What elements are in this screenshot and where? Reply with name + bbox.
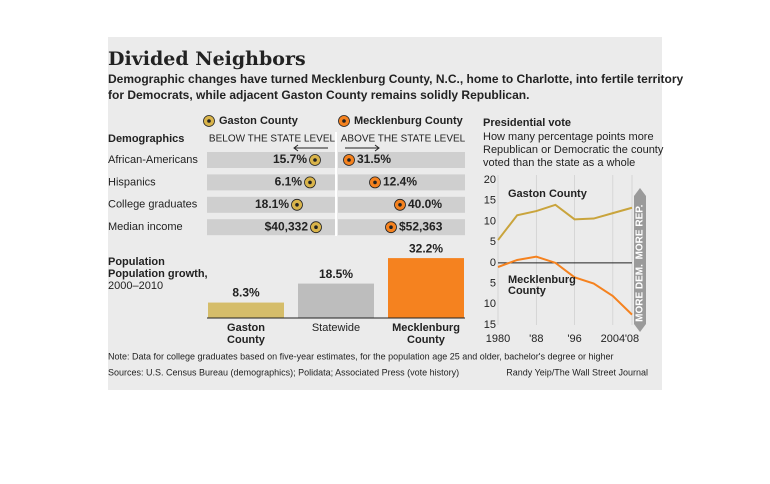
dot-center xyxy=(389,225,393,229)
row-label: Median income xyxy=(108,221,183,233)
side-band xyxy=(634,196,646,324)
legend-label: Gaston County xyxy=(219,115,299,127)
arrow xyxy=(293,144,328,152)
x-tick-label: '88 xyxy=(529,333,543,345)
row-bar xyxy=(207,152,335,168)
dot-center xyxy=(314,225,318,229)
dot-center xyxy=(313,158,317,162)
bar xyxy=(298,283,374,318)
below-label: BELOW THE STATE LEVEL xyxy=(209,134,336,145)
row-bar xyxy=(338,152,465,168)
category-label: Mecklenburg County xyxy=(392,322,460,346)
panel xyxy=(108,37,662,390)
dot-center xyxy=(373,180,377,185)
annotation: MORE REP. xyxy=(635,204,646,259)
line-title: Presidential vote xyxy=(483,117,571,129)
demographics-title: Demographics xyxy=(108,133,184,145)
x-tick-label: 1980 xyxy=(486,333,510,345)
mecklenburg-value: $52,363 xyxy=(399,219,443,233)
bar-title: Population xyxy=(108,256,165,268)
mecklenburg-value: 40.0% xyxy=(408,197,442,211)
line-subtitle: Republican or Democratic the county xyxy=(483,144,664,156)
above-label: ABOVE THE STATE LEVEL xyxy=(341,134,466,145)
row-bar xyxy=(338,174,465,191)
subtitle: for Democrats, while adjacent Gaston Cou… xyxy=(108,88,529,102)
annotation: MORE DEM. xyxy=(635,264,646,322)
value-label: 18.5% xyxy=(319,267,353,281)
value-label: 32.2% xyxy=(409,241,443,255)
y-tick-label: 10 xyxy=(484,298,496,310)
dot-center xyxy=(342,119,346,123)
value-label: 8.3% xyxy=(232,286,260,300)
sources: Sources: U.S. Census Bureau (demographic… xyxy=(108,367,459,377)
row-bar xyxy=(207,196,335,213)
line-subtitle: How many percentage points more xyxy=(483,131,654,143)
y-tick-label: 5 xyxy=(490,277,496,289)
bar xyxy=(388,258,464,318)
dot-center xyxy=(295,203,299,207)
legend-label: Mecklenburg County xyxy=(354,115,464,127)
bar-title: Population growth, xyxy=(108,268,208,280)
gaston-value: $40,332 xyxy=(265,219,309,233)
mecklenburg-value: 31.5% xyxy=(357,152,391,166)
series-line xyxy=(497,203,633,241)
subtitle: Demographic changes have turned Mecklenb… xyxy=(108,72,684,86)
mecklenburg-value: 12.4% xyxy=(383,175,417,189)
category-label: Gaston County xyxy=(227,322,266,346)
row-label: College graduates xyxy=(108,199,198,211)
gaston-value: 18.1% xyxy=(255,197,289,211)
y-tick-label: 10 xyxy=(484,215,496,227)
dot-center xyxy=(308,180,312,185)
series-line xyxy=(497,255,633,316)
x-tick-label: '08 xyxy=(625,333,639,345)
arrow xyxy=(345,144,380,152)
bar xyxy=(208,302,284,318)
x-tick-label: '96 xyxy=(567,333,581,345)
y-tick-label: 20 xyxy=(484,174,496,186)
row-bar xyxy=(207,174,335,191)
gaston-value: 6.1% xyxy=(275,175,303,189)
category-label: Statewide xyxy=(312,322,360,334)
row-bar xyxy=(207,219,335,236)
line-subtitle: voted than the state as a whole xyxy=(483,157,635,169)
y-tick-label: 15 xyxy=(484,195,496,207)
title: Divided Neighbors xyxy=(108,48,306,70)
note: Note: Data for college graduates based o… xyxy=(108,351,614,361)
y-tick-label: 0 xyxy=(490,257,496,269)
bar-subtitle: 2000–2010 xyxy=(108,280,163,292)
dot-center xyxy=(207,119,211,123)
row-label: Hispanics xyxy=(108,176,156,188)
row-label: African-Americans xyxy=(108,154,198,166)
series-label: Gaston County xyxy=(508,188,588,200)
credit: Randy Yeip/The Wall Street Journal xyxy=(506,367,648,377)
y-tick-label: 15 xyxy=(484,319,496,331)
x-tick-label: 2004 xyxy=(601,333,625,345)
series-label: Mecklenburg County xyxy=(508,274,576,297)
dot-center xyxy=(347,158,351,162)
gaston-value: 15.7% xyxy=(273,152,307,166)
dot-center xyxy=(398,203,402,207)
y-tick-label: 5 xyxy=(490,236,496,248)
row-bar xyxy=(338,219,465,236)
